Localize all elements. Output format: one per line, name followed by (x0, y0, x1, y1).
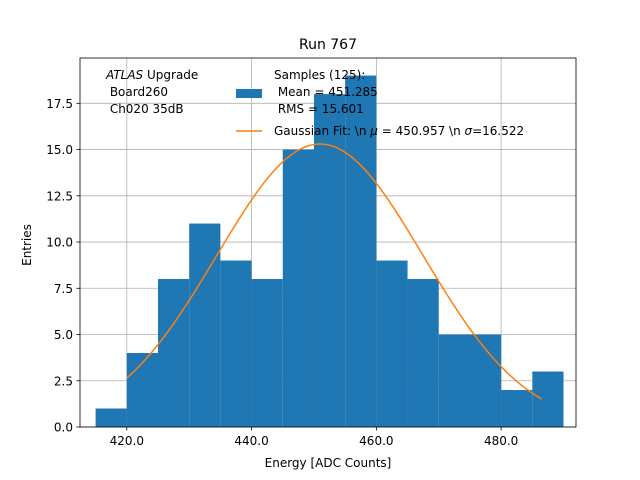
histogram-bar-8 (345, 75, 377, 428)
legend-fit-mu-text: = 450.957 \n (378, 124, 465, 138)
x-tick-label-3: 480.0 (484, 434, 518, 448)
legend-fit-mu-symbol: μ (369, 124, 378, 138)
histogram-bar-9 (376, 260, 408, 427)
x-tick-label-0: 420.0 (110, 434, 144, 448)
y-tick-label-2: 5.0 (54, 328, 73, 342)
annotation-line-1: ATLAS Upgrade (105, 68, 198, 82)
legend-hist-line-3: RMS = 15.601 (274, 102, 364, 116)
histogram-bars (95, 75, 564, 428)
legend-hist-swatch (236, 89, 262, 98)
y-tick-label-7: 17.5 (46, 97, 73, 111)
legend-hist-line-2: Mean = 451.285 (274, 85, 378, 99)
y-tick-label-0: 0.0 (54, 421, 73, 435)
legend-fit-label: Gaussian Fit: \n μ = 450.957 \n σ=16.522 (274, 124, 524, 138)
histogram-bar-6 (282, 149, 314, 427)
legend-fit-prefix: Gaussian Fit: \n (274, 124, 370, 138)
annotation-atlas-italic: ATLAS (105, 68, 144, 82)
histogram-bar-13 (532, 371, 564, 427)
axes-frame (79, 57, 577, 428)
gaussian-fit-curve (126, 143, 543, 400)
y-axis-ticks: 0.0 2.5 5.0 7.5 10.0 12.5 15.0 17.5 (46, 97, 80, 435)
histogram-bar-12 (501, 390, 533, 427)
y-tick-label-3: 7.5 (54, 282, 73, 296)
y-axis-label: Entries (20, 224, 34, 266)
histogram-bar-1 (126, 353, 158, 427)
annotation-line-3: Ch020 35dB (106, 102, 184, 116)
histogram-bar-3 (189, 223, 221, 427)
x-axis-label: Energy [ADC Counts] (265, 456, 392, 470)
histogram-bar-0 (95, 408, 127, 427)
legend-hist-line-1: Samples (125): (274, 68, 365, 82)
chart-title: Run 767 (299, 37, 357, 53)
x-axis-ticks: 420.0 440.0 460.0 480.0 (110, 427, 518, 448)
atlas-annotation: ATLAS Upgrade Board260 Ch020 35dB (105, 68, 198, 116)
histogram-bar-2 (157, 279, 190, 427)
annotation-line-2: Board260 (106, 85, 168, 99)
legend-fit-sigma-text: =16.522 (472, 124, 524, 138)
x-tick-label-1: 440.0 (234, 434, 268, 448)
histogram-bar-11 (438, 334, 502, 427)
histogram-bar-4 (220, 260, 252, 427)
y-tick-label-1: 2.5 (54, 374, 73, 388)
y-tick-label-6: 15.0 (46, 143, 73, 157)
histogram-bar-10 (407, 279, 439, 427)
annotation-upgrade: Upgrade (143, 68, 198, 82)
y-tick-label-5: 12.5 (46, 189, 73, 203)
y-tick-label-4: 10.0 (46, 236, 73, 250)
legend: Samples (125): Mean = 451.285 RMS = 15.6… (236, 68, 524, 138)
x-tick-label-2: 460.0 (359, 434, 393, 448)
histogram-bar-5 (251, 279, 283, 427)
legend-fit-sigma-symbol: σ (465, 124, 473, 138)
